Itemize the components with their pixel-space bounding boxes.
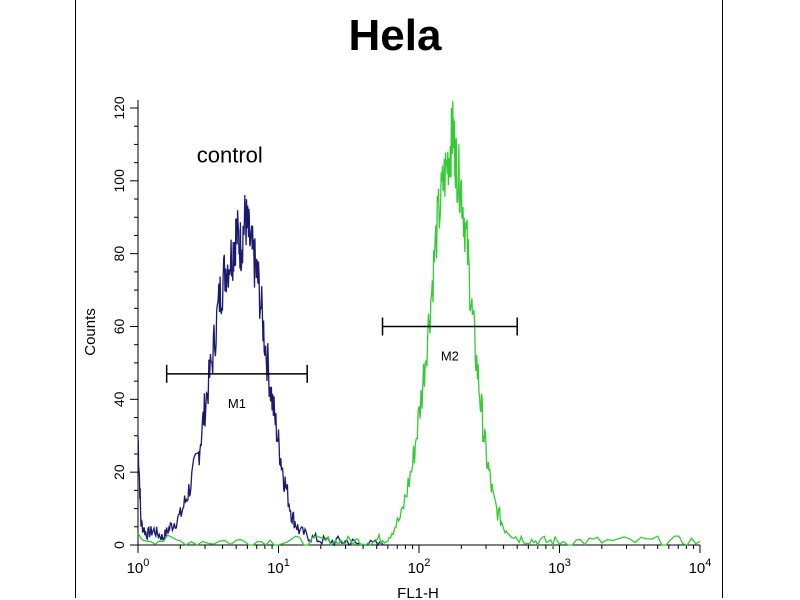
gate-label: M2 xyxy=(441,349,459,364)
x-axis-label: FL1-H xyxy=(397,585,439,600)
y-tick-label: 120 xyxy=(111,96,127,120)
y-tick-label: 100 xyxy=(111,169,127,193)
x-tick-label: 104 xyxy=(689,557,712,577)
x-tick-label: 102 xyxy=(408,557,431,577)
y-tick-label: 40 xyxy=(111,391,127,407)
annotations-layer: control xyxy=(197,143,263,168)
series-layer xyxy=(137,100,701,547)
control-annotation: control xyxy=(197,143,263,168)
gate-label: M1 xyxy=(228,396,246,411)
x-tick-exponent: 2 xyxy=(424,557,430,569)
gates-layer: M1 M2 xyxy=(165,317,518,411)
chart-title: Hela xyxy=(349,11,442,60)
x-tick-exponent: 1 xyxy=(284,557,290,569)
series-1-trace xyxy=(137,194,388,547)
y-tick-label: 20 xyxy=(111,464,127,480)
x-tick-exponent: 0 xyxy=(143,557,149,569)
x-tick-exponent: 3 xyxy=(565,557,571,569)
y-tick-label: 80 xyxy=(111,246,127,262)
x-tick-label: 101 xyxy=(267,557,290,577)
series-2-trace xyxy=(137,100,701,547)
x-tick-label: 103 xyxy=(548,557,571,577)
plot-frame xyxy=(75,0,723,598)
x-tick-exponent: 4 xyxy=(705,557,711,569)
x-tick-label: 100 xyxy=(127,557,150,577)
y-tick-label: 60 xyxy=(111,319,127,335)
y-tick-label: 0 xyxy=(111,541,127,549)
y-axis-label: Counts xyxy=(82,308,99,356)
